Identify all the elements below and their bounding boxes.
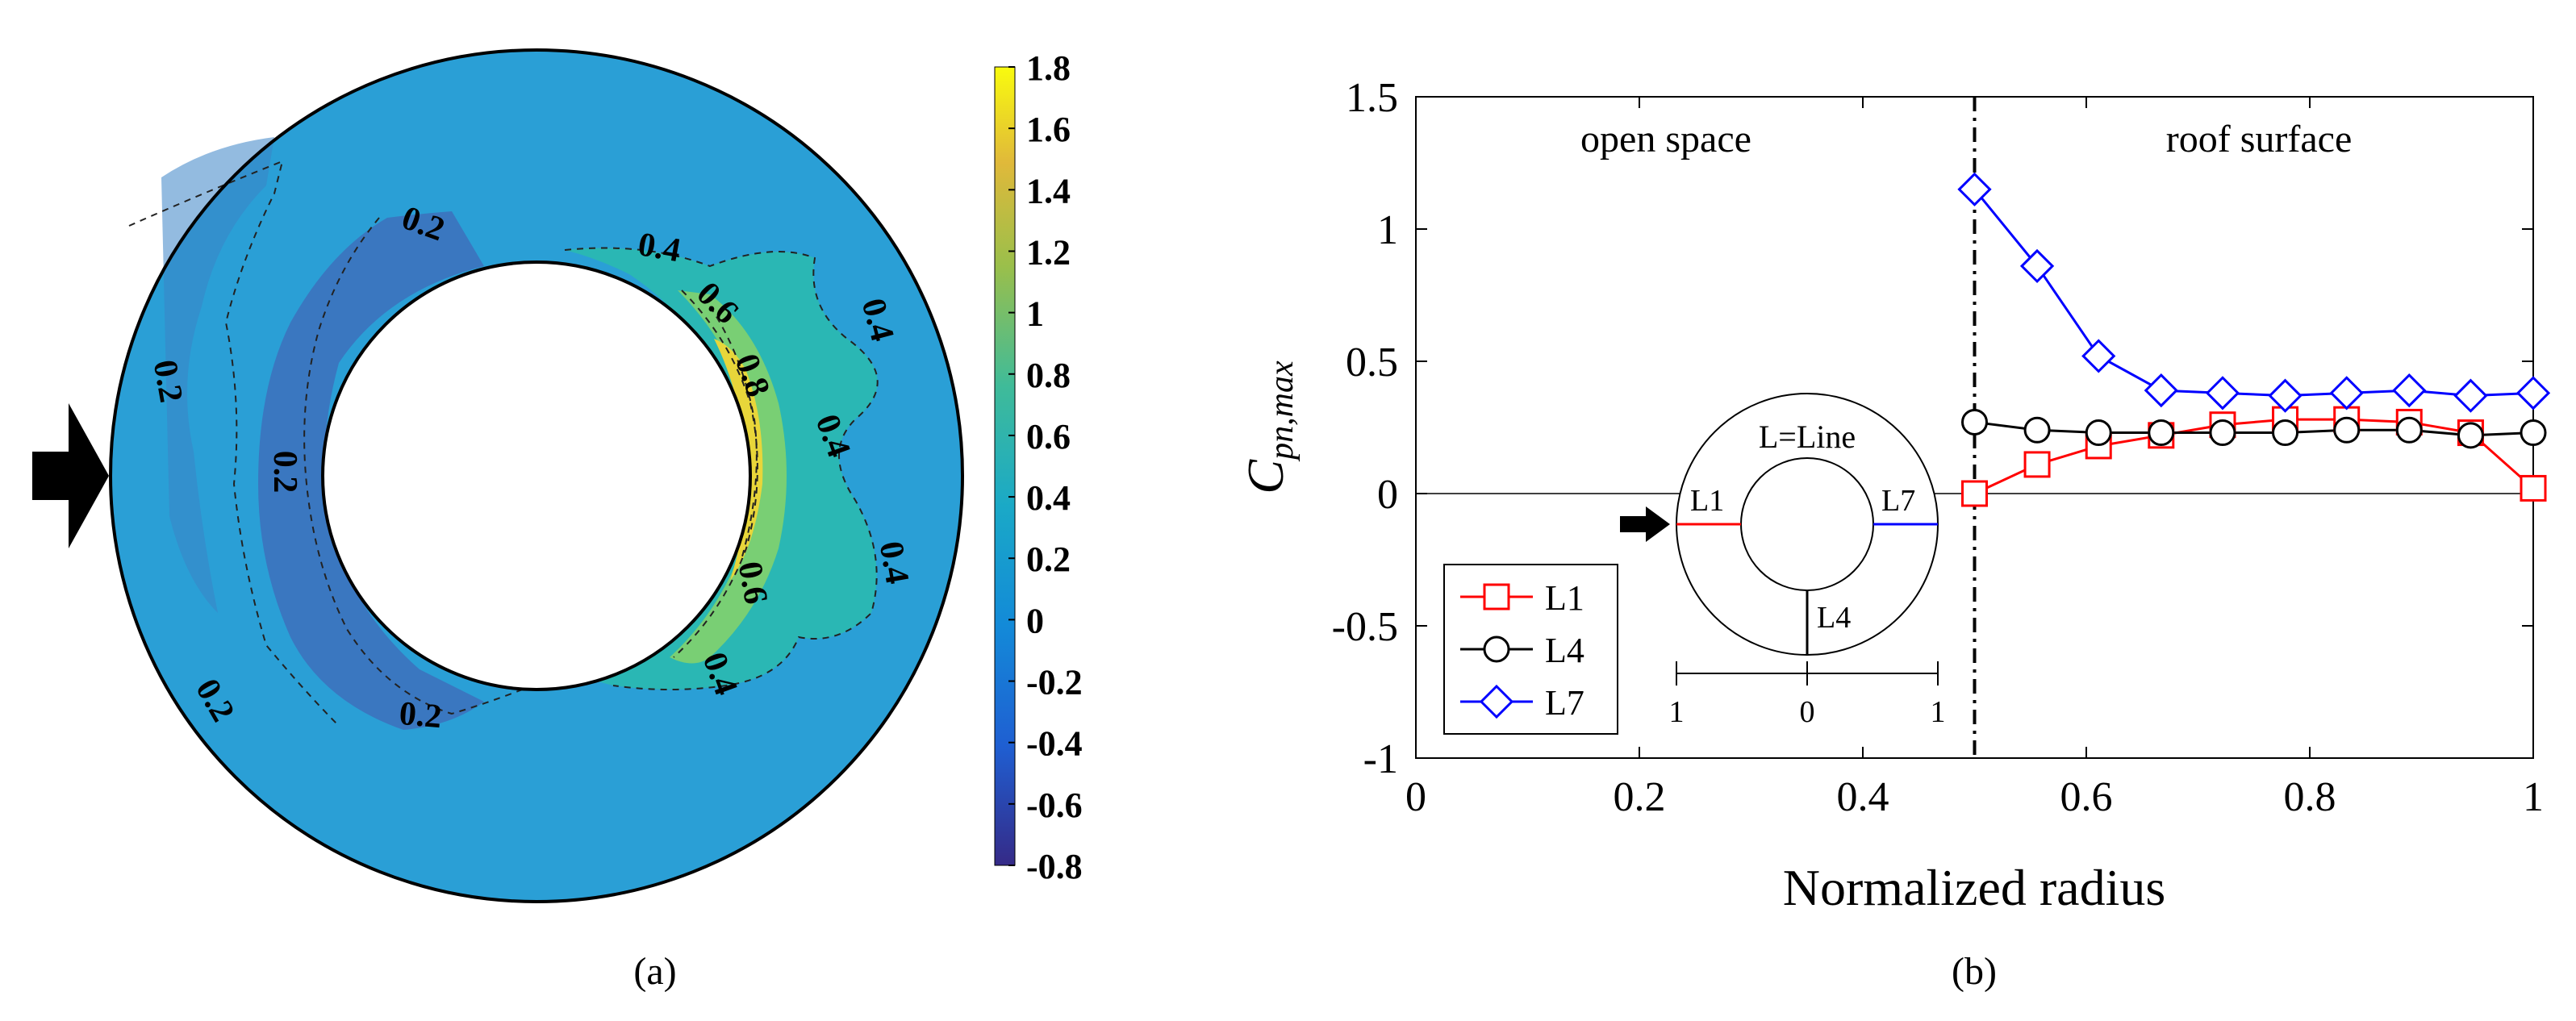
legend-marker-l7	[1479, 684, 1514, 719]
y-tick-label: 0.5	[1346, 340, 1398, 385]
colorbar-tick-label: 1.6	[1026, 110, 1071, 149]
wind-arrow-icon	[32, 403, 109, 548]
inset-inner-circle	[1740, 457, 1874, 591]
data-point-l4	[2023, 416, 2051, 444]
y-tick-label: -0.5	[1332, 604, 1398, 650]
contour-label: 0.4	[872, 539, 916, 587]
y-tick-label: 0	[1377, 472, 1398, 518]
data-point-l4	[2457, 422, 2484, 449]
colorbar-tick-label: -0.6	[1026, 786, 1083, 825]
x-axis-label: Normalized radius	[1783, 859, 2166, 916]
colorbar-tick-label: -0.8	[1026, 847, 1083, 886]
data-point-l7	[2019, 248, 2055, 284]
inset-schematic: L=Line L1 L7 L4 1 0 1	[1620, 393, 1946, 729]
data-point-l4	[2272, 419, 2299, 447]
data-point-l7	[1957, 172, 1992, 206]
x-tick-label: 0.4	[1837, 774, 1889, 820]
contour-region-low-edge	[161, 137, 274, 613]
data-point-l4	[2209, 419, 2236, 447]
data-point-l4	[2148, 419, 2175, 447]
contour-label: 0.2	[146, 357, 190, 406]
data-point-l7	[2515, 376, 2551, 410]
legend-items: L1 L4 L7	[1460, 578, 1584, 723]
data-point-l1	[1961, 480, 1988, 507]
data-point-l7	[2392, 373, 2427, 408]
series-line-l1	[1973, 418, 2534, 495]
contour-region-low	[258, 211, 484, 730]
axis-ticks: 0 0.2 0.4 0.6 0.8 1 -1 -0.5 0 0.5 1 1.5	[1332, 75, 2544, 820]
y-axis-label: Cpn,max	[1237, 360, 1301, 494]
data-point-l7	[2268, 378, 2303, 413]
colorbar-tick-label: 0	[1026, 601, 1044, 640]
data-point-l1	[2023, 451, 2051, 478]
data-point-l7	[2453, 378, 2488, 413]
inset-label-l7: L7	[1881, 484, 1915, 518]
contour-lines	[128, 160, 879, 727]
outer-boundary	[109, 48, 964, 903]
series-line-l4	[1974, 420, 2534, 437]
panel-b: open space roof surface 0 0.2 0.4 0.6 0.8 1 -1…	[1237, 75, 2551, 993]
series-layer	[1957, 172, 2551, 507]
x-tick-label: 1	[2523, 774, 2544, 820]
data-point-l7	[2205, 376, 2240, 410]
y-tick-label: 1	[1377, 207, 1398, 253]
inset-label-l1: L1	[1690, 484, 1724, 518]
contour-label: 0.6	[731, 559, 774, 607]
colorbar-tick-label: 0.6	[1026, 417, 1071, 456]
y-axis-label-main: C	[1237, 459, 1294, 494]
inner-boundary	[321, 260, 752, 691]
region-label-roof-surface: roof surface	[2166, 118, 2353, 160]
region-label-open-space: open space	[1580, 118, 1751, 160]
inset-label-l4: L4	[1817, 601, 1851, 635]
colorbar-tick-label: -0.4	[1026, 724, 1083, 764]
inset-title: L=Line	[1759, 419, 1856, 455]
legend: L1 L4 L7	[1443, 564, 1618, 735]
y-tick-label: -1	[1363, 736, 1398, 782]
colorbar-tick-label: 0.2	[1026, 540, 1071, 579]
data-point-l7	[2081, 339, 2116, 373]
data-point-l4	[2520, 419, 2547, 447]
series-line-l7	[1973, 188, 2534, 398]
contour-region-high	[670, 290, 787, 664]
data-point-l7	[2329, 376, 2364, 410]
panel-b-label: (b)	[1952, 950, 1997, 993]
contour-label: 0.2	[266, 451, 303, 494]
colorbar-tick-label: 0.8	[1026, 356, 1071, 395]
colorbar-tick-label: 1.2	[1026, 232, 1071, 272]
inset-scale-tick-left: 1	[1669, 695, 1685, 729]
panel-a-label: (a)	[633, 950, 676, 993]
x-tick-label: 0.2	[1614, 774, 1666, 820]
panel-a: 0.20.20.20.20.20.40.60.80.40.40.40.60.4 …	[32, 48, 1083, 993]
data-point-l4	[2333, 416, 2361, 444]
x-tick-label: 0.8	[2284, 774, 2336, 820]
data-point-l4	[2085, 419, 2112, 447]
data-point-l4	[2395, 416, 2423, 444]
colorbar-ticks: 1.8 1.6 1.4 1.2 1 0.8 0.6 0.4 0.2 0 -0.2 -0.4 -0.6 -0…	[1008, 48, 1083, 886]
colorbar	[994, 66, 1016, 866]
inset-scale-tick-right: 1	[1931, 695, 1946, 729]
colorbar-tick-label: -0.2	[1026, 663, 1083, 702]
data-point-l1	[2520, 474, 2547, 502]
legend-marker-l4	[1483, 636, 1510, 663]
data-point-l4	[1961, 408, 1988, 435]
legend-marker-l1	[1483, 583, 1510, 611]
legend-label-l4: L4	[1545, 631, 1584, 670]
y-axis-label-sub: pn,max	[1263, 360, 1301, 462]
x-tick-label: 0	[1405, 774, 1426, 820]
colorbar-tick-label: 1	[1026, 294, 1044, 334]
y-tick-label: 1.5	[1346, 75, 1398, 121]
colorbar-tick-label: 1.4	[1026, 171, 1071, 210]
inset-scale-tick-mid: 0	[1800, 695, 1815, 729]
data-point-l7	[2144, 373, 2178, 408]
inset-wind-arrow-icon	[1620, 506, 1670, 542]
x-tick-label: 0.6	[2060, 774, 2113, 820]
contour-label: 0.2	[398, 695, 443, 736]
colorbar-tick-label: 1.8	[1026, 48, 1071, 88]
legend-label-l7: L7	[1545, 683, 1584, 723]
legend-label-l1: L1	[1545, 578, 1584, 618]
contour-label: 0.4	[635, 226, 683, 269]
colorbar-tick-label: 0.4	[1026, 478, 1071, 518]
contour-region-mid	[565, 248, 878, 690]
